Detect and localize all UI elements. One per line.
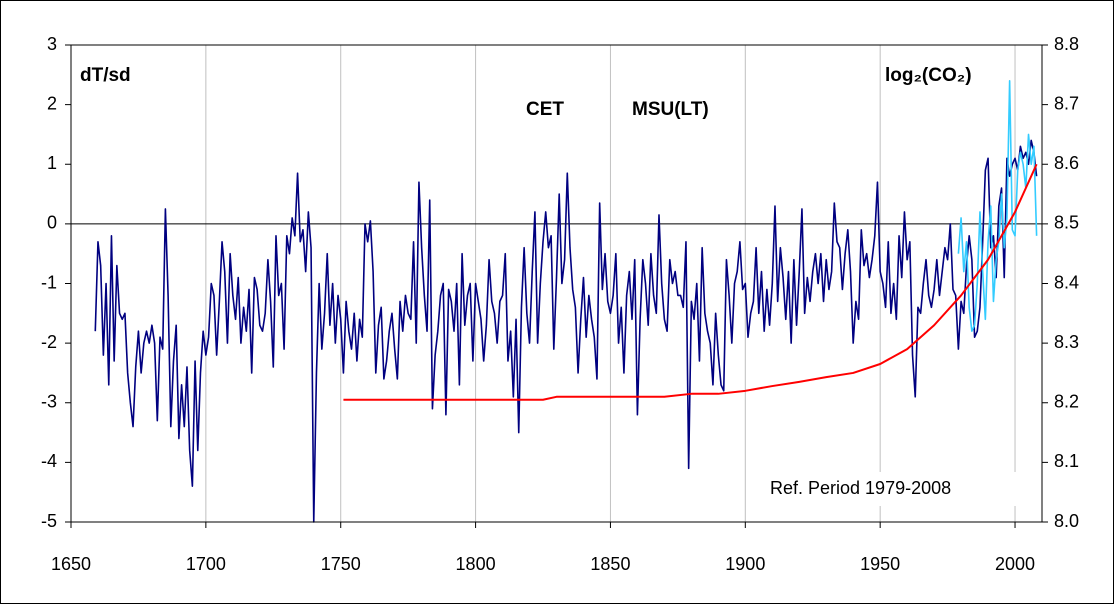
x-tick-label: 1950 xyxy=(860,554,900,574)
y2-tick-label: 8.0 xyxy=(1054,511,1079,531)
y2-tick-label: 8.2 xyxy=(1054,392,1079,412)
x-tick-label: 1900 xyxy=(725,554,765,574)
y-tick-label: 0 xyxy=(47,213,57,233)
lines xyxy=(94,79,1038,523)
y-tick-label: -2 xyxy=(41,332,57,352)
y2-tick-label: 8.1 xyxy=(1054,451,1079,471)
y2-tick-label: 8.6 xyxy=(1054,153,1079,173)
series-label: log₂(CO₂) xyxy=(885,65,972,86)
y-axis-label: dT/sd xyxy=(80,65,131,86)
y2-tick-label: 8.4 xyxy=(1054,272,1079,292)
y-tick-label: -3 xyxy=(41,392,57,412)
y-tick-label: -1 xyxy=(41,272,57,292)
y-tick-label: 2 xyxy=(47,93,57,113)
series-line xyxy=(94,139,1038,523)
series-line xyxy=(957,79,1038,332)
x-tick-label: 1800 xyxy=(456,554,496,574)
y-tick-label: -4 xyxy=(41,451,57,471)
y-tick-label: 3 xyxy=(47,34,57,54)
x-tick-label: 1650 xyxy=(51,554,91,574)
y2-tick-label: 8.3 xyxy=(1054,332,1079,352)
x-tick-label: 2000 xyxy=(995,554,1035,574)
y2-tick-label: 8.5 xyxy=(1054,213,1079,233)
series-label: CET xyxy=(526,99,564,120)
x-tick-label: 1750 xyxy=(321,554,361,574)
y-tick-label: 1 xyxy=(47,153,57,173)
series-label: MSU(LT) xyxy=(632,99,709,120)
y2-tick-label: 8.7 xyxy=(1054,93,1079,113)
annotation: Ref. Period 1979-2008 xyxy=(770,478,951,498)
annotation-box xyxy=(762,472,1036,506)
x-tick-label: 1850 xyxy=(590,554,630,574)
y2-tick-label: 8.8 xyxy=(1054,34,1079,54)
x-tick-label: 1700 xyxy=(186,554,226,574)
y-tick-label: -5 xyxy=(41,511,57,531)
series-line xyxy=(343,163,1038,401)
